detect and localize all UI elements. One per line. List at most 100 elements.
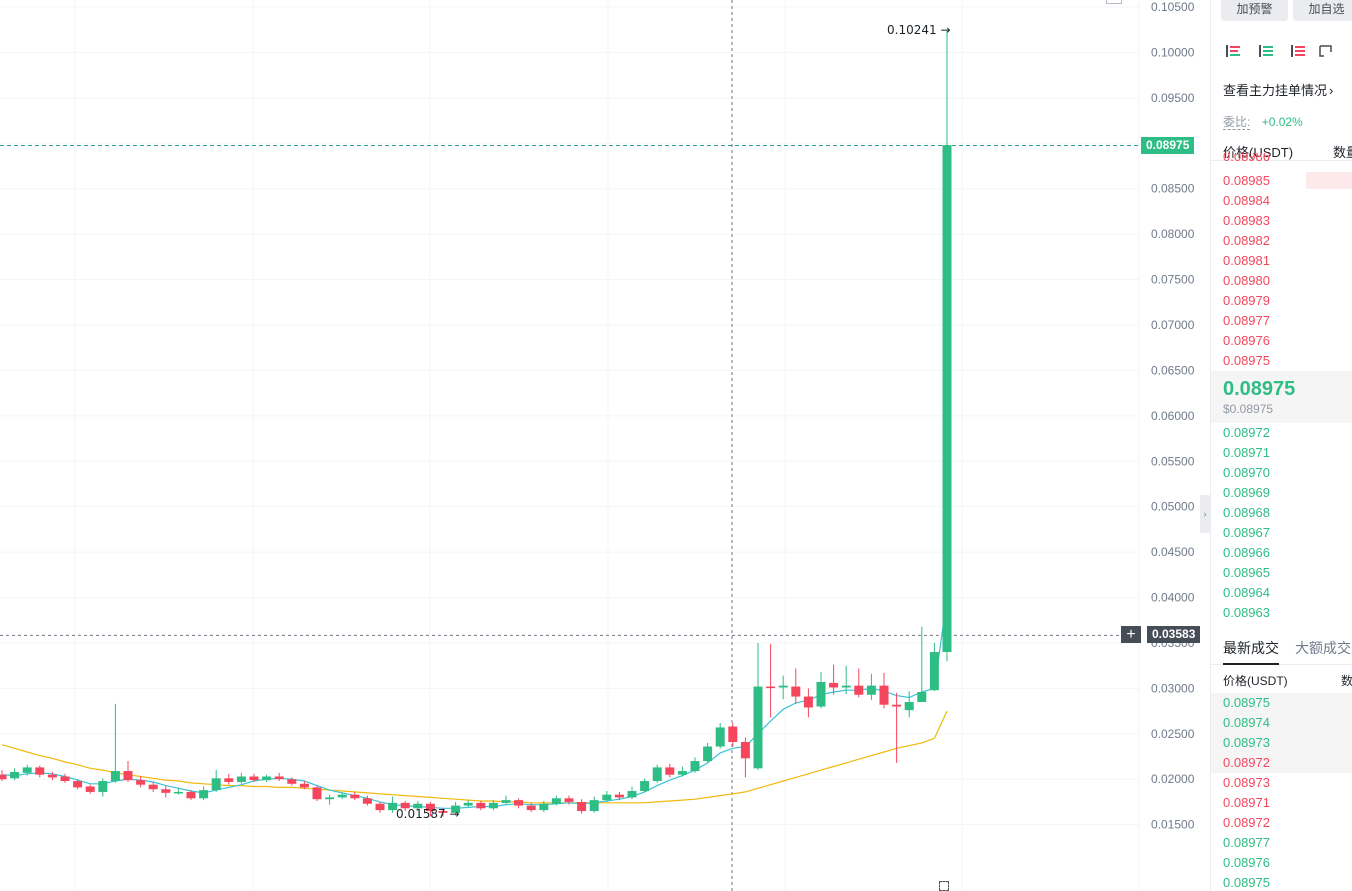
- ask-row[interactable]: 0.08985: [1223, 173, 1270, 188]
- price-axis-label: 0.05500: [1151, 454, 1195, 468]
- trade-row[interactable]: 0.08975: [1223, 875, 1270, 890]
- candle-body: [854, 685, 864, 695]
- candle-body: [400, 802, 410, 809]
- mid-price[interactable]: 0.08975: [1223, 378, 1296, 400]
- trade-row[interactable]: 0.08972: [1223, 815, 1270, 830]
- kline-canvas[interactable]: 0.105000.100000.095000.090000.085000.080…: [0, 0, 1210, 891]
- ask-row[interactable]: 0.08982: [1223, 233, 1270, 248]
- tab-large-trades[interactable]: 大额成交: [1295, 640, 1351, 656]
- candle-body: [35, 767, 45, 775]
- candle-body: [73, 781, 83, 788]
- ask-row[interactable]: 0.08975: [1223, 353, 1270, 368]
- candle-body: [476, 802, 486, 809]
- depth-view-icon[interactable]: [1318, 44, 1334, 58]
- candle-body: [892, 704, 902, 707]
- order-ratio: 委比: +0.02%: [1223, 113, 1303, 130]
- trade-row[interactable]: 0.08975: [1223, 695, 1270, 710]
- trade-row[interactable]: 0.08972: [1223, 755, 1270, 770]
- ask-row[interactable]: 0.08979: [1223, 293, 1270, 308]
- trades-tabs: 最新成交 大额成交: [1211, 633, 1352, 665]
- candle-body: [375, 803, 385, 811]
- candle-body: [224, 778, 234, 782]
- bid-row[interactable]: 0.08972: [1223, 425, 1270, 440]
- price-axis-label: 0.05000: [1151, 500, 1195, 514]
- candle-body: [136, 780, 146, 785]
- bid-row[interactable]: 0.08964: [1223, 585, 1270, 600]
- bid-row[interactable]: 0.08967: [1223, 525, 1270, 540]
- candle-body: [640, 781, 650, 792]
- add-alert-button[interactable]: 加预警: [1221, 0, 1288, 21]
- trade-row[interactable]: 0.08973: [1223, 735, 1270, 750]
- candle-body: [350, 794, 360, 799]
- candle-body: [879, 685, 889, 705]
- candle-body: [10, 771, 20, 779]
- candle-body: [388, 802, 398, 811]
- candle-body: [539, 803, 549, 811]
- ask-row[interactable]: 0.08981: [1223, 253, 1270, 268]
- candle-body: [451, 805, 461, 813]
- candle-body: [148, 784, 158, 790]
- candle-body: [740, 741, 750, 759]
- candle-body: [22, 767, 32, 773]
- chart-settings-icon[interactable]: [1106, 0, 1122, 4]
- orderbook-sell-view-icon[interactable]: [1290, 44, 1306, 58]
- bid-row[interactable]: 0.08968: [1223, 505, 1270, 520]
- candle-body: [803, 696, 813, 708]
- chevron-right-icon: ›: [1329, 83, 1334, 98]
- low-price-label: 0.01587 →: [396, 807, 460, 821]
- candle-body: [463, 802, 473, 806]
- crosshair-price-tag: 0.03583: [1147, 626, 1201, 643]
- bid-row[interactable]: 0.08970: [1223, 465, 1270, 480]
- add-favorite-button[interactable]: 加自选: [1293, 0, 1352, 21]
- candle-body: [627, 791, 637, 798]
- ask-row[interactable]: 0.08980: [1223, 273, 1270, 288]
- candle-body: [715, 727, 725, 747]
- candle-body: [778, 685, 788, 688]
- kline-chart[interactable]: 0.105000.100000.095000.090000.085000.080…: [0, 0, 1210, 891]
- candle-body: [0, 774, 7, 780]
- crosshair-add-icon[interactable]: +: [1121, 626, 1141, 643]
- orderbook-price-header: 价格(USDT): [1223, 145, 1294, 160]
- bid-row[interactable]: 0.08965: [1223, 565, 1270, 580]
- candle-body: [60, 776, 70, 782]
- ask-row[interactable]: 0.08976: [1223, 333, 1270, 348]
- tab-latest-trades[interactable]: 最新成交: [1223, 640, 1279, 656]
- price-axis-label: 0.10000: [1151, 45, 1195, 59]
- trade-row[interactable]: 0.08976: [1223, 855, 1270, 870]
- orderbook-buy-view-icon[interactable]: [1258, 44, 1274, 58]
- candle-body: [866, 685, 876, 695]
- candle-body: [690, 761, 700, 772]
- panel-collapse-handle[interactable]: ›: [1200, 495, 1210, 533]
- bid-row[interactable]: 0.08966: [1223, 545, 1270, 560]
- ask-row[interactable]: 0.08984: [1223, 193, 1270, 208]
- trade-row[interactable]: 0.08971: [1223, 795, 1270, 810]
- orderbook-both-view-icon[interactable]: [1225, 44, 1241, 58]
- price-axis-label: 0.09500: [1151, 91, 1195, 105]
- ma-slow-line: [1, 710, 948, 804]
- fullscreen-icon[interactable]: [939, 881, 949, 891]
- bid-row[interactable]: 0.08969: [1223, 485, 1270, 500]
- price-axis-label: 0.03000: [1151, 681, 1195, 695]
- trade-row-highlight: [1211, 733, 1352, 753]
- candle-body: [766, 686, 776, 689]
- last-price-tag: 0.08975: [1141, 137, 1195, 154]
- trades-qty-header: 数量: [1341, 674, 1352, 688]
- trade-row[interactable]: 0.08977: [1223, 835, 1270, 850]
- candle-body: [677, 771, 687, 775]
- bid-row[interactable]: 0.08971: [1223, 445, 1270, 460]
- ask-row[interactable]: 0.08977: [1223, 313, 1270, 328]
- candle-body: [929, 652, 939, 691]
- candle-body: [47, 774, 57, 778]
- view-large-orders-link[interactable]: 查看主力挂单情况 ›: [1223, 83, 1334, 98]
- bid-row[interactable]: 0.08963: [1223, 605, 1270, 620]
- candle-body: [173, 791, 183, 794]
- orderbook-panel: 加预警 加自选 查看主力挂单情况› 委比: +0.02% 价格(USDT) 数量…: [1211, 0, 1352, 891]
- candle-body: [514, 800, 524, 806]
- trade-row[interactable]: 0.08974: [1223, 715, 1270, 730]
- candle-body: [753, 686, 763, 769]
- ask-row[interactable]: 0.08983: [1223, 213, 1270, 228]
- candle-body: [85, 786, 95, 792]
- price-axis-label: 0.01500: [1151, 818, 1195, 832]
- trade-row[interactable]: 0.08973: [1223, 775, 1270, 790]
- trade-row-highlight: [1211, 693, 1352, 713]
